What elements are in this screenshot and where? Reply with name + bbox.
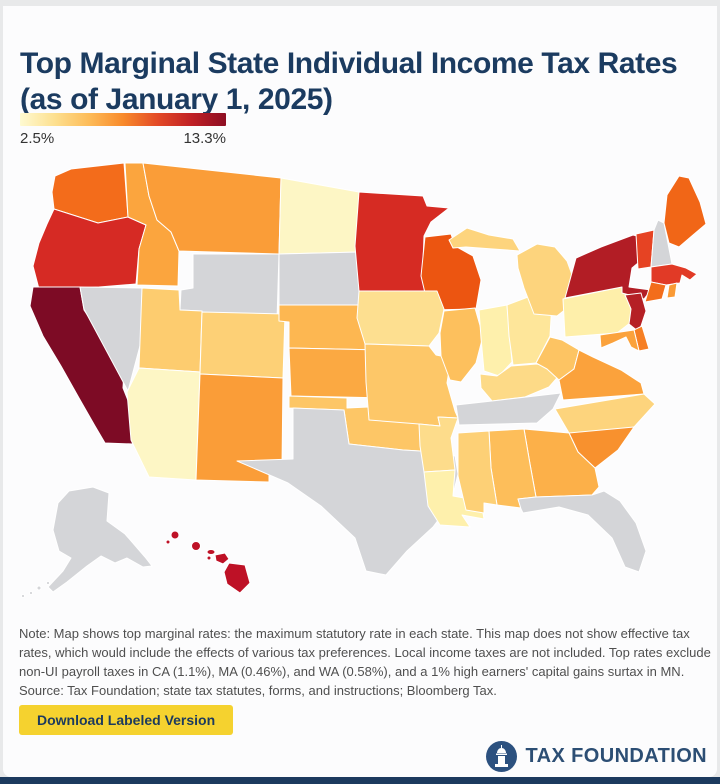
infographic-card: Top Marginal State Individual Income Tax… xyxy=(3,6,717,777)
state-maine[interactable] xyxy=(663,175,707,248)
state-hawaii-lanai[interactable] xyxy=(206,555,212,561)
state-alaska[interactable] xyxy=(47,486,153,593)
note-body: Note: Map shows top marginal rates: the … xyxy=(19,626,711,679)
state-alaska-aleutian-island[interactable] xyxy=(36,585,42,591)
state-alaska-aleutian-island[interactable] xyxy=(45,580,51,586)
legend-min-label: 2.5% xyxy=(20,130,55,147)
state-tennessee[interactable] xyxy=(455,392,562,426)
state-mississippi[interactable] xyxy=(457,430,498,514)
state-new-hampshire[interactable] xyxy=(650,219,673,268)
state-oregon[interactable] xyxy=(32,208,147,290)
brand-name: TAX FOUNDATION xyxy=(525,744,707,767)
state-alaska-aleutian-island[interactable] xyxy=(28,590,34,596)
state-indiana[interactable] xyxy=(478,304,513,377)
state-virginia[interactable] xyxy=(558,349,645,401)
state-south-dakota[interactable] xyxy=(278,251,363,306)
state-connecticut[interactable] xyxy=(644,281,667,303)
state-arkansas[interactable] xyxy=(418,416,459,473)
legend-gradient xyxy=(20,113,226,126)
capitol-dome-icon xyxy=(486,740,518,772)
state-alaska-aleutian-island[interactable] xyxy=(20,593,26,599)
state-hawaii-oahu[interactable] xyxy=(191,541,201,551)
tax-foundation-logo: TAX FOUNDATION xyxy=(486,740,707,772)
state-rhode-island[interactable] xyxy=(666,282,678,299)
state-north-dakota[interactable] xyxy=(278,177,361,255)
state-louisiana[interactable] xyxy=(423,469,485,528)
state-new-york[interactable] xyxy=(564,234,652,300)
legend-max-label: 13.3% xyxy=(183,130,226,147)
bottom-navy-bar xyxy=(0,777,720,784)
state-florida[interactable] xyxy=(517,490,647,573)
state-kentucky[interactable] xyxy=(479,363,564,402)
state-hawaii-niihau[interactable] xyxy=(165,539,171,545)
state-colorado[interactable] xyxy=(199,311,286,379)
state-illinois[interactable] xyxy=(439,307,484,383)
state-hawaii-maui[interactable] xyxy=(214,552,230,565)
us-choropleth-map xyxy=(3,154,720,614)
note-text: Note: Map shows top marginal rates: the … xyxy=(19,624,711,700)
state-texas[interactable] xyxy=(236,407,459,576)
state-iowa[interactable] xyxy=(356,290,445,347)
state-hawaii-big-island[interactable] xyxy=(223,562,251,594)
page-title: Top Marginal State Individual Income Tax… xyxy=(20,47,678,117)
state-maryland[interactable] xyxy=(599,329,640,352)
state-hawaii-kauai[interactable] xyxy=(170,530,180,540)
state-hawaii-molokai[interactable] xyxy=(206,549,216,555)
download-labeled-version-button[interactable]: Download Labeled Version xyxy=(19,705,234,735)
state-massachusetts[interactable] xyxy=(650,263,698,286)
legend: 2.5% 13.3% xyxy=(20,113,226,147)
state-wyoming[interactable] xyxy=(179,253,280,321)
source-line: Source: Tax Foundation; state tax statut… xyxy=(19,683,497,698)
state-arizona[interactable] xyxy=(126,367,201,481)
